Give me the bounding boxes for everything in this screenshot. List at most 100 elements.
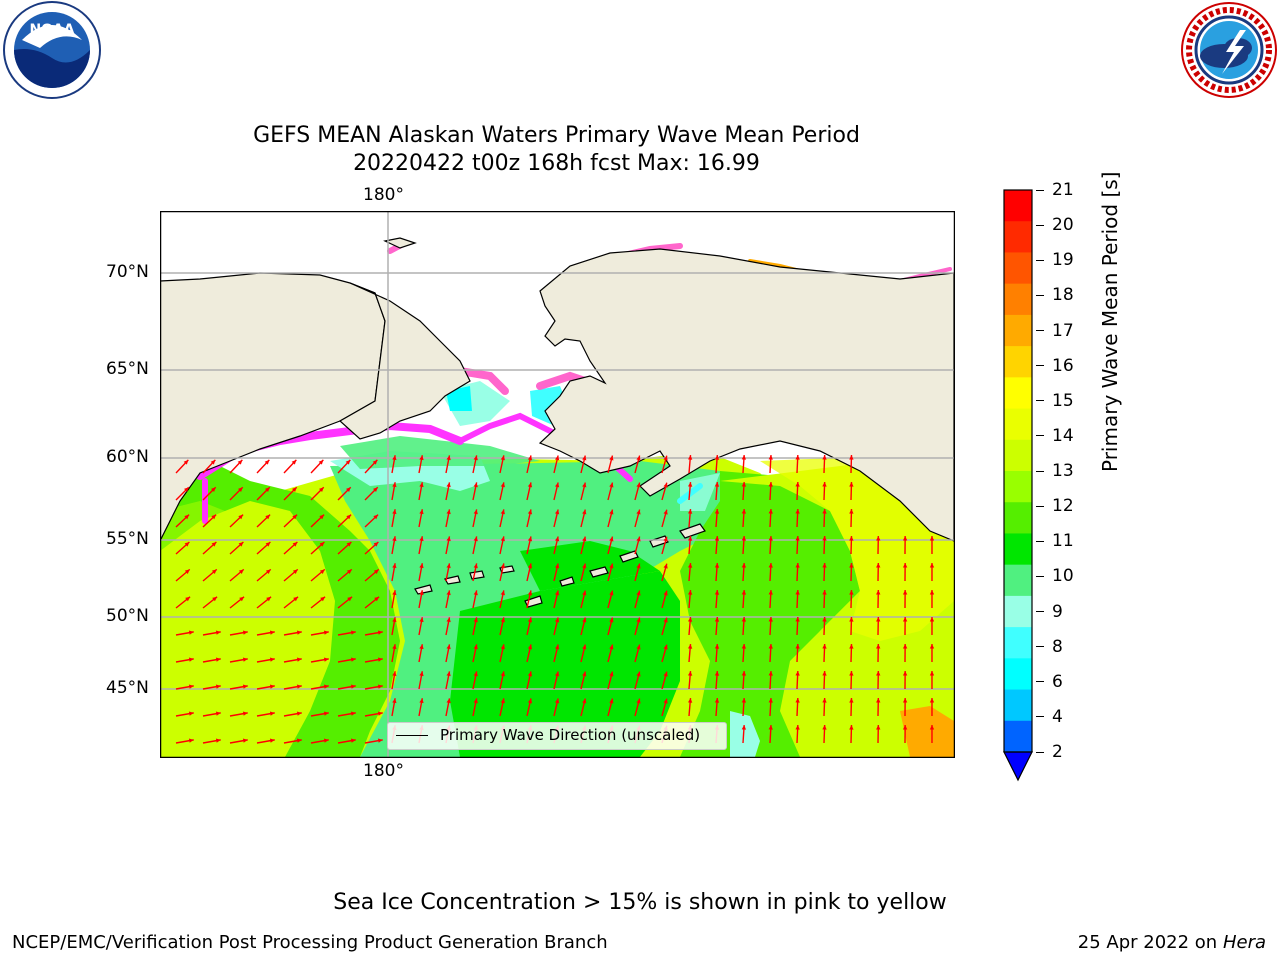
legend-line-icon (396, 735, 428, 736)
colorbar-band (1004, 314, 1032, 347)
wave-arrow-head (554, 455, 560, 461)
wave-arrow-head (377, 657, 383, 662)
wave-arrow-head (500, 698, 505, 704)
wave-arrow-head (215, 657, 221, 662)
colorbar-band (1004, 221, 1032, 253)
wave-arrow-head (795, 509, 800, 514)
colorbar-tick: 4 (1036, 707, 1063, 727)
wave-arrow-head (663, 536, 668, 542)
wave-arrow-head (473, 455, 478, 461)
wave-arrow-head (929, 725, 935, 730)
wave-arrow-head (663, 482, 668, 488)
wave-arrow-head (741, 482, 747, 487)
wave-arrow-head (849, 644, 854, 649)
wave-arrow-head (609, 698, 614, 704)
arrow-legend: Primary Wave Direction (unscaled) (387, 722, 727, 750)
wave-arrow-head (902, 590, 908, 595)
wave-arrow-head (582, 698, 587, 704)
wave-arrow-head (582, 590, 587, 596)
wave-arrow-head (347, 596, 353, 602)
colorbar-tick: 13 (1036, 461, 1074, 481)
wave-arrow-head (527, 482, 533, 488)
wave-arrow-head (374, 596, 380, 602)
wave-arrow-head (296, 711, 302, 716)
footer-host: Hera (1222, 932, 1266, 953)
wave-arrow-head (319, 569, 325, 574)
wave-arrow-head (822, 482, 827, 487)
wave-arrow-head (768, 671, 773, 676)
wave-arrow-head (849, 482, 854, 487)
wave-arrow-head (609, 482, 614, 488)
colorbar-tick-label: 2 (1052, 742, 1063, 762)
wave-arrow-head (377, 630, 383, 635)
wave-arrow-head (741, 671, 747, 676)
wave-arrow-head (714, 671, 720, 676)
wave-arrow-head (663, 617, 668, 623)
wave-arrow-head (663, 590, 668, 596)
wave-arrow-head (876, 617, 881, 622)
wave-arrow-head (500, 671, 505, 677)
wave-arrow-head (419, 482, 424, 488)
wave-arrow-head (929, 617, 935, 622)
wave-arrow-head (318, 487, 324, 492)
wave-arrow-head (876, 698, 881, 703)
wave-arrow-head (185, 596, 191, 602)
wave-arrow-head (392, 536, 397, 542)
wave-arrow-head (212, 596, 218, 602)
wave-arrow-head (500, 590, 505, 596)
colorbar-ticks: 21 20 19 18 17 16 15 14 13 12 11 10 9 8 6 4 2 (1036, 180, 1096, 770)
wave-arrow-head (902, 698, 908, 703)
wave-arrow-head (210, 459, 216, 465)
wave-arrow-head (795, 536, 800, 541)
wave-arrow-head (215, 630, 221, 635)
wave-arrow-head (527, 509, 533, 515)
wave-arrow-head (392, 644, 397, 650)
wave-arrow-head (319, 514, 325, 520)
colorbar-tick: 2 (1036, 742, 1063, 762)
wave-arrow-head (473, 671, 478, 677)
wave-arrow-head (876, 671, 881, 676)
wave-arrow-head (419, 698, 424, 704)
colorbar-tick: 8 (1036, 637, 1063, 657)
colorbar-tick-label: 20 (1052, 215, 1074, 236)
wave-arrow-head (822, 725, 827, 730)
wave-arrow-head (372, 487, 378, 492)
colorbar-tick-label: 15 (1052, 390, 1074, 411)
wave-arrow-head (392, 509, 397, 515)
wave-arrow-head (373, 541, 379, 547)
wave-direction-arrows (175, 454, 935, 744)
wave-arrow-head (795, 617, 800, 622)
wave-arrow-head (291, 459, 297, 465)
wave-arrow-head (822, 644, 827, 649)
wave-arrow-head (292, 541, 298, 547)
wave-arrow-head (876, 590, 881, 595)
colorbar-tick: 20 (1036, 215, 1074, 235)
wave-arrow-head (768, 644, 773, 649)
wave-arrow-head (372, 459, 378, 465)
wave-arrow-head (849, 590, 854, 595)
wave-arrow-head (500, 644, 505, 650)
wave-arrow-head (419, 617, 424, 623)
wave-arrow-head (473, 644, 478, 650)
wave-arrow-head (183, 459, 189, 465)
wave-arrow-head (269, 738, 275, 743)
wave-arrow-head (795, 590, 800, 595)
wave-arrow-head (554, 671, 560, 677)
wave-arrow-head (242, 738, 248, 743)
colorbar-tick-label: 18 (1052, 285, 1074, 306)
wave-arrow-head (377, 711, 383, 716)
wave-arrow-head (582, 671, 587, 677)
wave-arrow-head (184, 541, 190, 547)
wave-arrow-head (876, 536, 881, 541)
wave-arrow-head (215, 738, 221, 743)
wave-arrow-head (373, 514, 379, 520)
wave-arrow-head (849, 563, 854, 568)
wave-arrow-head (265, 541, 271, 547)
wave-arrow-head (237, 459, 243, 465)
wave-arrow-head (687, 482, 693, 487)
map-panel (160, 211, 955, 758)
wave-arrow-head (500, 482, 505, 488)
wave-arrow-head (554, 644, 560, 650)
wave-arrow-head (849, 725, 854, 730)
wave-arrow-head (714, 644, 720, 649)
